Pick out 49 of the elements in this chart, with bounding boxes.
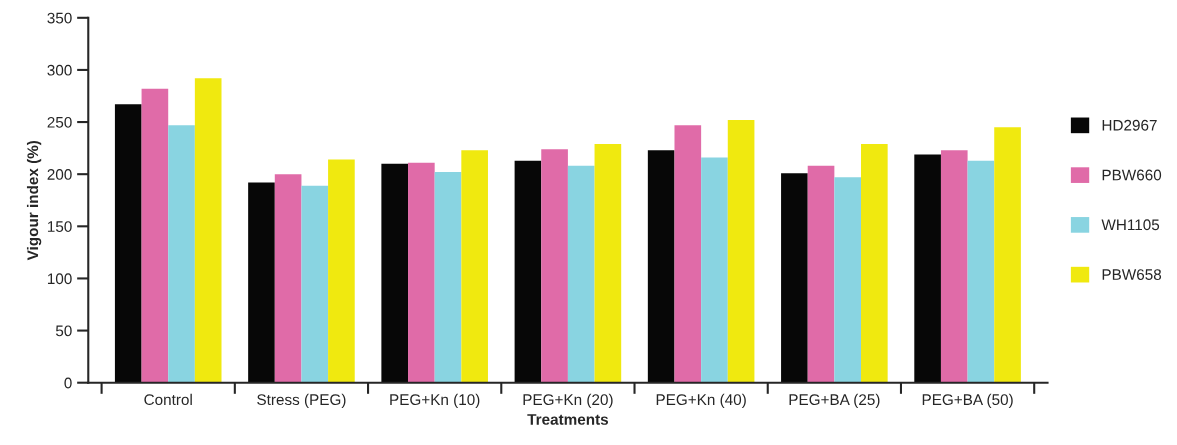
x-tick-label: PEG+BA (50) [922, 393, 1013, 409]
y-tick-label: 50 [55, 325, 72, 337]
bar [807, 165, 835, 383]
y-tick-label: 250 [47, 116, 72, 128]
bar [541, 149, 568, 383]
bar [434, 172, 462, 383]
bar [914, 154, 941, 383]
bar [967, 160, 995, 383]
legend-label: PBW658 [1102, 269, 1162, 280]
y-tick-label: 300 [47, 64, 72, 76]
bar [194, 78, 222, 383]
y-axis-title: Vigour index (%) [26, 140, 42, 261]
y-tick-label: 350 [47, 12, 72, 24]
bar [701, 157, 728, 383]
bar [940, 150, 968, 383]
legend-label: HD2967 [1102, 119, 1157, 131]
bar [514, 160, 542, 383]
bar [994, 127, 1021, 383]
bar [647, 150, 675, 383]
x-axis-title: Treatments [527, 414, 609, 425]
x-tick-label: PEG+Kn (40) [656, 393, 746, 409]
bar [674, 125, 702, 383]
bar [834, 177, 862, 383]
bar [727, 119, 755, 383]
bar [567, 165, 595, 383]
bar [328, 159, 355, 383]
bar [168, 125, 195, 383]
bar [461, 150, 488, 383]
bar [781, 173, 808, 383]
x-tick-label: PEG+Kn (10) [390, 393, 480, 409]
y-tick-label: 200 [47, 169, 72, 180]
x-tick-label: Control [144, 393, 192, 406]
bar [141, 88, 169, 383]
bar [408, 162, 435, 383]
x-tick-label: PEG+BA (25) [789, 393, 880, 409]
y-tick-label: 150 [47, 221, 72, 232]
y-tick-label: 0 [64, 377, 72, 389]
x-tick-label: Stress (PEG) [257, 393, 346, 409]
bar [861, 143, 888, 383]
bar [594, 143, 622, 383]
x-tick-label: PEG+Kn (20) [523, 393, 613, 409]
legend-label: PBW660 [1102, 169, 1162, 181]
bar [114, 104, 142, 383]
y-tick-label: 100 [47, 273, 72, 285]
bar [248, 182, 275, 383]
bar [381, 163, 409, 383]
legend-label: WH1105 [1101, 219, 1160, 231]
bar [301, 185, 329, 383]
bar [274, 174, 302, 383]
